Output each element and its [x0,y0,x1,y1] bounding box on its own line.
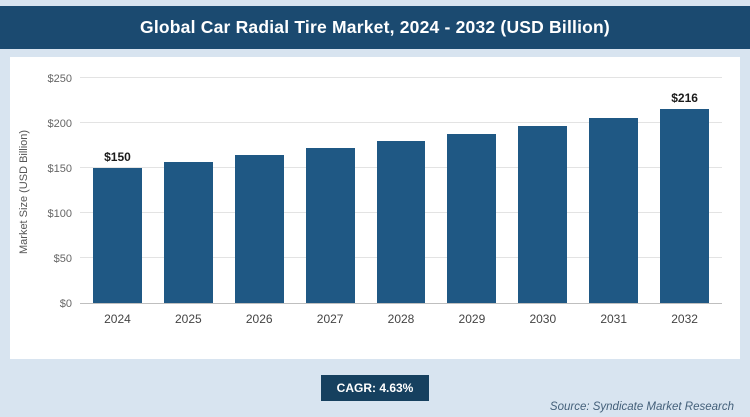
source-text: Source: Syndicate Market Research [549,401,734,413]
y-tick-label: $150 [47,163,72,175]
cagr-badge: CAGR: 4.63% [320,375,430,401]
y-tick-label: $250 [47,73,72,85]
gridline [80,122,722,123]
bar-2030 [518,125,568,303]
bar-column: 2031 [589,79,639,326]
bar-2029 [447,133,497,303]
chart-title: Global Car Radial Tire Market, 2024 - 20… [140,17,610,37]
bar-column: 2030 [518,79,568,326]
x-tick-label: 2027 [316,312,344,326]
plot-area: $150 2024 2025 2026 2027 2028 2029 2030 2031 $216… [80,77,722,326]
x-tick-label: 2025 [174,312,202,326]
y-axis-label: Market Size (USD Billion) [18,129,30,254]
y-tick-label: $0 [59,298,72,310]
x-tick-label: 2026 [245,312,273,326]
gridline [80,77,722,78]
bar-chart: Market Size (USD Billion) $0 $50 $100 $150 $… [18,73,722,326]
bar-2024 [93,168,142,303]
bar-2026 [234,155,284,303]
bar-2025 [163,161,213,303]
x-tick-label: 2028 [387,312,415,326]
y-tick-label: $50 [53,253,72,265]
bar-value-label: $150 [104,150,131,164]
chart-title-bar: Global Car Radial Tire Market, 2024 - 20… [0,6,750,49]
bar-column: $216 2032 [660,79,710,326]
bar-column: 2029 [447,79,497,326]
bar-column: 2027 [305,79,355,326]
x-tick-label: 2032 [671,312,698,326]
bars-row: $150 2024 2025 2026 2027 2028 2029 2030 2031 $216… [80,79,722,326]
bar-column: $150 2024 [93,79,142,326]
bar-column: 2028 [376,79,426,326]
x-tick-label: 2029 [458,312,486,326]
bar-2032 [660,108,710,303]
x-tick-label: 2030 [529,312,557,326]
y-tick-label: $100 [47,208,72,220]
x-tick-label: 2031 [600,312,628,326]
x-tick-label: 2024 [104,312,131,326]
bar-2028 [376,141,426,303]
chart-footer: CAGR: 4.63% Source: Syndicate Market Res… [0,375,750,415]
bar-value-label: $216 [671,90,698,105]
y-tick-label: $200 [47,118,72,130]
bar-2027 [305,148,355,303]
chart-panel: Market Size (USD Billion) $0 $50 $100 $150 $… [10,57,740,359]
y-axis: $0 $50 $100 $150 $200 $250 [36,73,80,310]
bar-2031 [589,117,639,303]
bar-column: 2026 [234,79,284,326]
bar-column: 2025 [163,79,213,326]
